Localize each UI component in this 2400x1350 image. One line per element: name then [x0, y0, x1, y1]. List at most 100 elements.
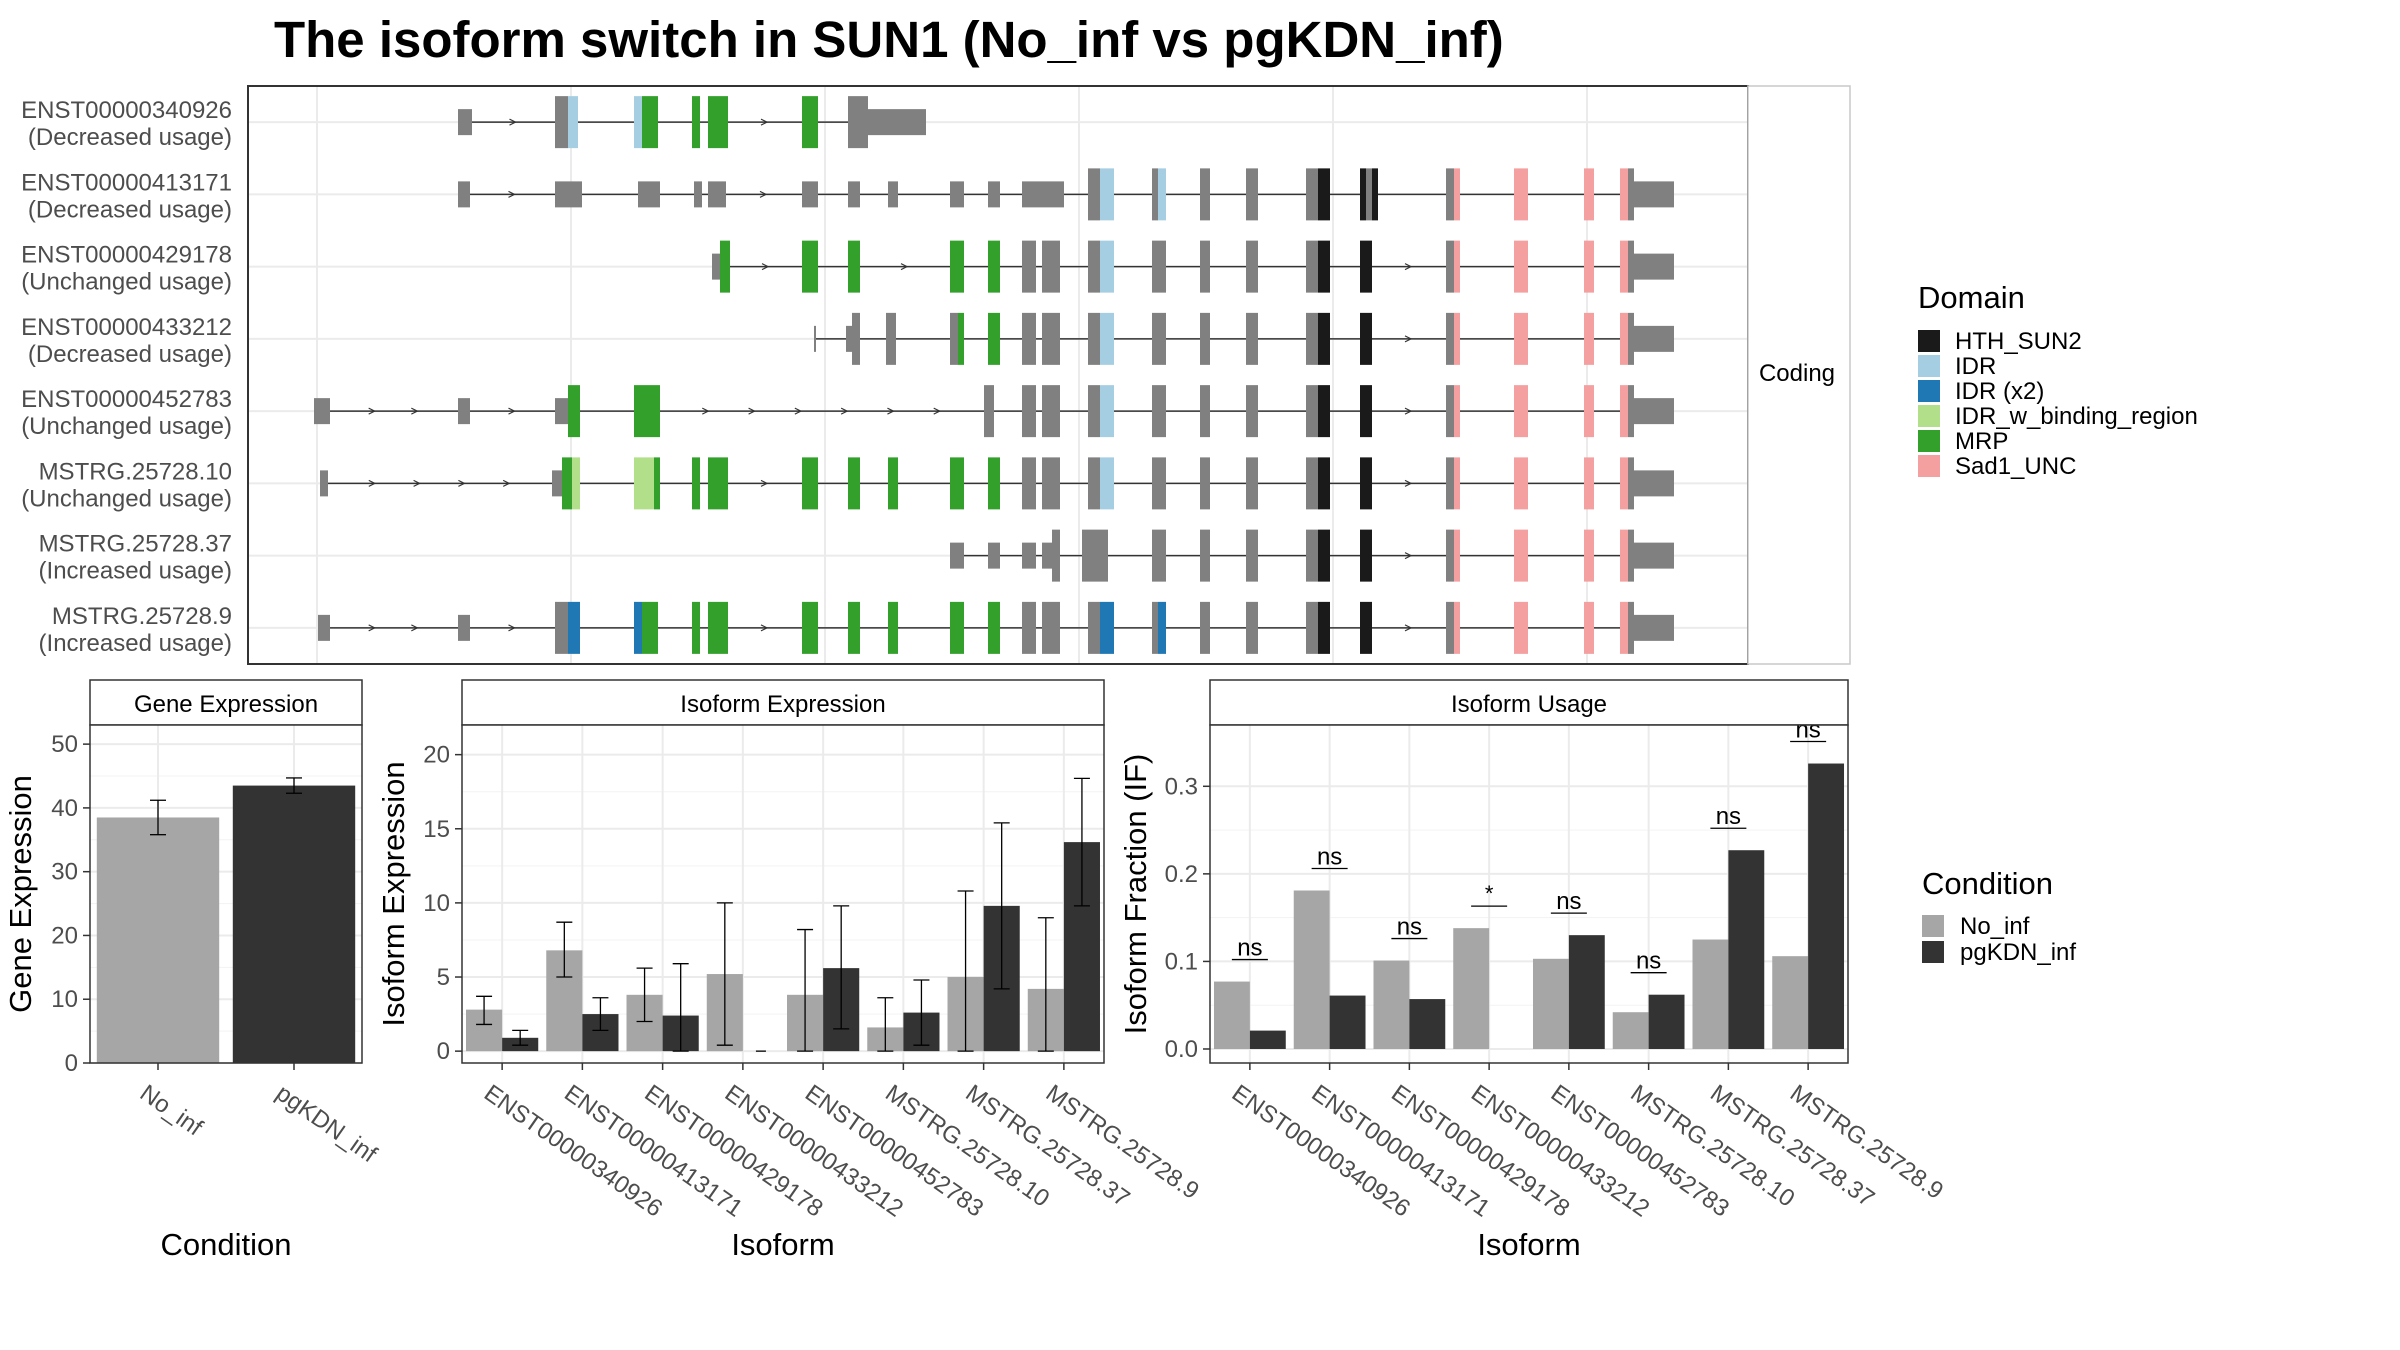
- intron-arrow: [1404, 407, 1413, 415]
- domain-exon: [1360, 240, 1372, 293]
- domain-exon: [1318, 457, 1330, 510]
- coding-exon: [1446, 385, 1454, 438]
- domain-exon: [1514, 529, 1528, 582]
- y-tick-label: 5: [437, 964, 450, 991]
- coding-exon: [1022, 601, 1036, 654]
- domain-exon: [562, 457, 572, 510]
- y-tick-label: 0.3: [1165, 773, 1198, 800]
- coding-exon: [1152, 168, 1158, 221]
- coding-exon: [1042, 312, 1060, 365]
- domain-exon: [1360, 529, 1372, 582]
- iso-usage-bars: ns ns ns * ns ns ns ns: [1213, 717, 1845, 1049]
- coding-exon: [1088, 312, 1100, 365]
- domain-legend-swatch: [1918, 405, 1940, 427]
- coding-exon: [1628, 457, 1634, 510]
- domain-exon: [1514, 312, 1528, 365]
- bar: [1213, 981, 1250, 1049]
- domain-exon: [1454, 312, 1460, 365]
- coding-exon: [1446, 529, 1454, 582]
- domain-exon: [1158, 601, 1166, 654]
- coding-exon: [555, 96, 568, 149]
- intron-arrow: [840, 407, 849, 415]
- domain-exon: [1514, 601, 1528, 654]
- gene-bars: [96, 777, 356, 1063]
- iso-usage-strip-label: Isoform Usage: [1451, 691, 1607, 718]
- domain-exon: [888, 457, 898, 510]
- gene-expression-panel: Gene Expression 0 10 20 30 40 50 No_inf pgKDN_i…: [3, 679, 382, 1262]
- transcript-row: [458, 96, 926, 149]
- coding-exon: [1152, 601, 1158, 654]
- domain-exon: [1514, 457, 1528, 510]
- intron-arrow: [794, 407, 803, 415]
- transcript-id-label: MSTRG.25728.9: [52, 603, 232, 630]
- domain-legend-title: Domain: [1918, 280, 2025, 315]
- bar: [1532, 958, 1569, 1049]
- iso-expr-x-axis-title: Isoform: [731, 1227, 834, 1262]
- domain-exon: [802, 601, 818, 654]
- domain-exon: [848, 457, 860, 510]
- transcript-id-label: MSTRG.25728.10: [39, 458, 232, 485]
- coding-exon: [1628, 168, 1634, 221]
- intron-arrow: [368, 624, 377, 632]
- coding-exon: [1152, 312, 1166, 365]
- isoform-expression-panel: Isoform Expression 05101520ENST000003409…: [376, 679, 1204, 1262]
- coding-exon: [1246, 529, 1258, 582]
- intron-arrow: [1404, 552, 1413, 560]
- domain-exon: [888, 601, 898, 654]
- coding-exon: [852, 312, 860, 365]
- intron-arrow: [413, 479, 421, 487]
- transcript-usage-label: (Unchanged usage): [21, 269, 232, 296]
- coding-exon: [1152, 240, 1166, 293]
- y-tick-label: 0.0: [1165, 1036, 1198, 1063]
- coding-exon: [1628, 312, 1634, 365]
- bar: [96, 817, 220, 1063]
- coding-exon: [1628, 601, 1634, 654]
- domain-legend-label: IDR (x2): [1955, 378, 2044, 405]
- coding-exon: [1200, 529, 1210, 582]
- utr-exon: [1634, 325, 1674, 352]
- y-tick-label: 30: [51, 859, 78, 886]
- utr-exon: [712, 253, 720, 280]
- domain-exon: [572, 457, 580, 510]
- y-tick-label: 40: [51, 795, 78, 822]
- y-tick-label: 15: [423, 816, 450, 843]
- coding-exon: [1088, 168, 1100, 221]
- domain-legend-swatch: [1918, 330, 1940, 352]
- domain-exon: [720, 240, 730, 293]
- utr-exon: [1634, 253, 1674, 280]
- utr-exon: [1042, 542, 1052, 569]
- significance-label: ns: [1716, 803, 1741, 830]
- domain-exon: [1372, 168, 1378, 221]
- domain-exon: [1620, 457, 1628, 510]
- domain-legend-swatch: [1918, 355, 1940, 377]
- intron-arrow: [748, 407, 756, 415]
- utr-exon: [814, 325, 816, 352]
- y-tick-label: 10: [423, 890, 450, 917]
- intron-arrow: [502, 479, 511, 487]
- figure-title: The isoform switch in SUN1 (No_inf vs pg…: [274, 11, 1504, 68]
- domain-exon: [1360, 457, 1372, 510]
- y-tick-label: 0.1: [1165, 948, 1198, 975]
- coding-exon: [1446, 240, 1454, 293]
- coding-exon: [1152, 457, 1166, 510]
- transcript-usage-label: (Decreased usage): [28, 341, 232, 368]
- bar: [1808, 763, 1845, 1049]
- coding-exon: [1306, 168, 1318, 221]
- utr-exon: [708, 181, 726, 208]
- intron-arrow: [411, 407, 419, 415]
- domain-legend-label: HTH_SUN2: [1955, 328, 2082, 355]
- coding-exon: [1200, 457, 1210, 510]
- significance-label: ns: [1397, 914, 1422, 941]
- domain-legend-label: IDR: [1955, 353, 1996, 380]
- intron-arrow: [887, 407, 895, 415]
- coding-exon: [1052, 529, 1060, 582]
- utr-exon: [1022, 542, 1036, 569]
- bar: [1409, 999, 1446, 1049]
- utr-exon: [694, 181, 702, 208]
- domain-exon: [950, 457, 964, 510]
- domain-exon: [1584, 312, 1594, 365]
